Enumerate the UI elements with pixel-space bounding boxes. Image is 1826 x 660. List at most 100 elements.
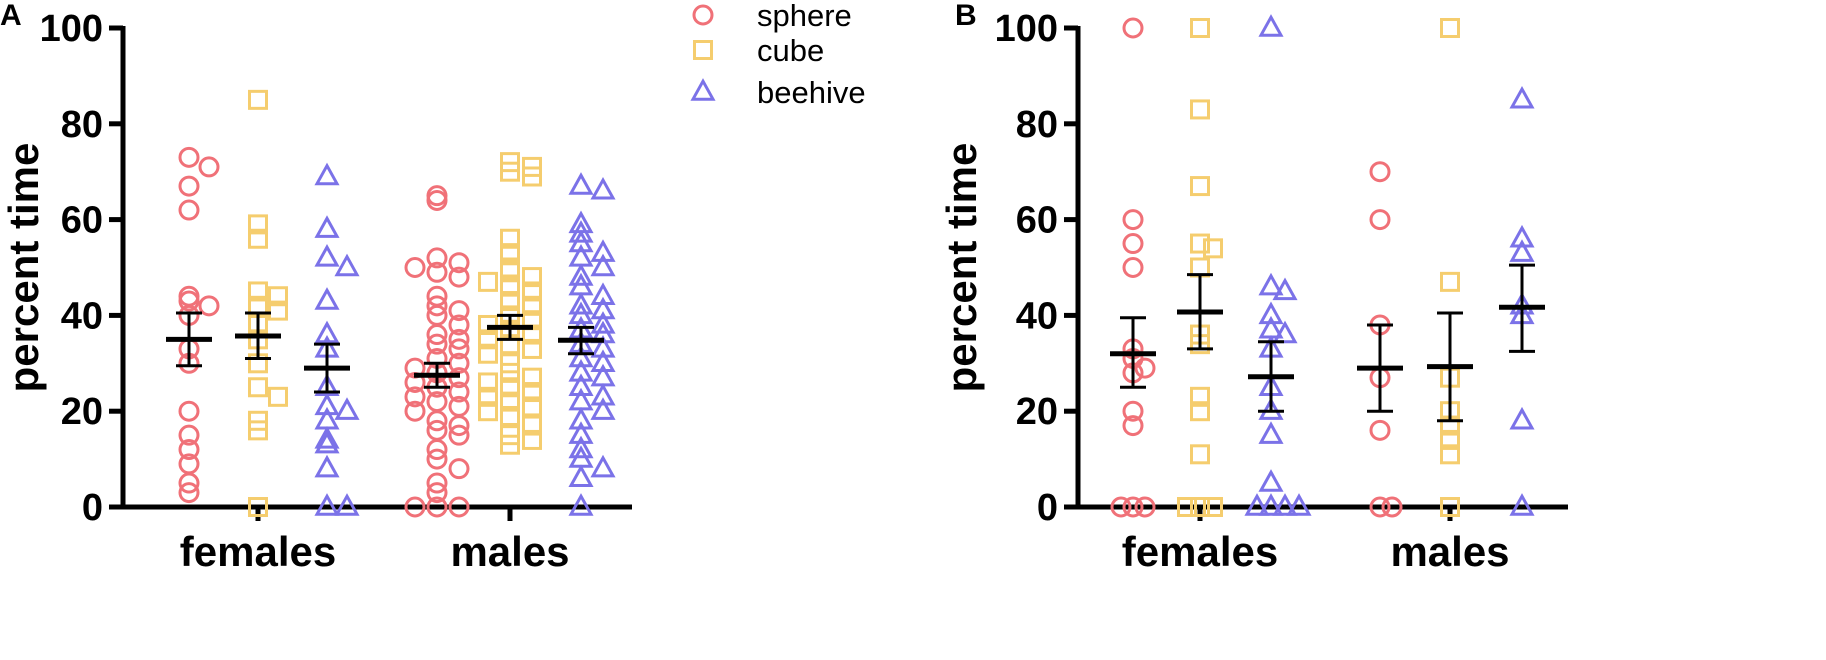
data-point-sphere-males <box>1369 419 1391 441</box>
data-point-sphere-females <box>178 400 200 422</box>
data-point-cube-females <box>1203 497 1223 517</box>
data-point-cube-males <box>500 362 520 383</box>
data-point-sphere-males <box>426 189 448 211</box>
data-point-sphere-females <box>1110 496 1132 518</box>
y-tick-label: 0 <box>82 487 103 529</box>
data-point-sphere-females <box>178 175 200 197</box>
data-point-beehive-males <box>1509 224 1535 248</box>
data-point-sphere-males <box>448 458 470 480</box>
data-point-sphere-males <box>448 381 470 403</box>
y-axis-title: percent time <box>0 143 47 393</box>
data-point-cube-males <box>478 401 498 422</box>
data-point-cube-males <box>522 382 542 403</box>
data-point-beehive-males <box>590 282 616 305</box>
x-category-label-females: females <box>1122 528 1278 575</box>
x-category-label-males: males <box>450 528 569 575</box>
data-point-sphere-females <box>1122 257 1144 278</box>
data-point-beehive-males <box>1509 493 1535 516</box>
data-point-cube-males <box>500 276 520 297</box>
data-point-cube-females <box>248 228 268 249</box>
data-point-sphere-males <box>448 496 470 518</box>
data-point-cube-males <box>522 367 542 388</box>
data-point-beehive-females <box>1258 469 1284 492</box>
data-point-sphere-males <box>426 247 448 269</box>
data-point-sphere-females <box>1122 233 1144 255</box>
data-point-beehive-males <box>568 435 594 459</box>
data-point-cube-females <box>248 89 268 110</box>
data-point-beehive-females <box>314 162 340 186</box>
data-point-sphere-males <box>448 252 470 274</box>
chart-panel-b: 0 20 40 60 80 100 percent time females males <box>938 8 1568 575</box>
y-axis-title: percent time <box>938 143 985 393</box>
data-point-beehive-males <box>568 301 594 325</box>
data-point-sphere-males <box>404 400 426 422</box>
legend-label-cube: cube <box>757 33 824 68</box>
data-point-sphere-females <box>178 424 200 446</box>
data-point-beehive-males <box>590 311 616 334</box>
data-point-cube-males <box>500 243 520 264</box>
legend-label-sphere: sphere <box>757 0 852 33</box>
data-point-beehive-males <box>590 253 616 277</box>
data-point-sphere-males <box>448 328 470 350</box>
data-point-cube-males <box>1440 271 1460 292</box>
data-point-sphere-females <box>1134 496 1156 518</box>
data-point-cube-females <box>1190 233 1210 254</box>
data-point-beehive-males <box>568 263 594 286</box>
data-point-cube-females <box>268 300 288 321</box>
data-point-cube-males <box>500 228 520 249</box>
panel-label-a: A <box>0 0 22 32</box>
data-point-sphere-males <box>1369 209 1391 231</box>
y-tick-label: 20 <box>1016 391 1058 433</box>
legend-marker-cube <box>693 40 713 60</box>
data-point-beehive-males <box>590 296 616 320</box>
data-point-sphere-females <box>178 439 200 461</box>
data-point-cube-males <box>522 396 542 417</box>
data-point-beehive-males <box>1509 239 1535 262</box>
data-point-cube-males <box>522 267 542 288</box>
data-point-cube-males <box>522 166 542 187</box>
data-point-beehive-females <box>1272 277 1298 301</box>
data-point-cube-males <box>500 291 520 312</box>
data-point-cube-females <box>1190 176 1210 197</box>
data-point-sphere-males <box>426 439 448 461</box>
data-point-beehive-males <box>568 229 594 253</box>
data-point-cube-males <box>522 281 542 302</box>
data-point-cube-females <box>268 286 288 307</box>
data-point-sphere-females <box>178 290 200 312</box>
data-point-cube-females <box>1190 444 1210 465</box>
data-point-cube-males <box>478 343 498 364</box>
data-point-sphere-males <box>448 314 470 336</box>
data-point-beehive-males <box>590 382 616 406</box>
data-point-sphere-males <box>426 472 448 494</box>
data-point-beehive-females <box>1244 493 1270 516</box>
data-point-cube-females <box>1190 99 1210 120</box>
data-point-sphere-females <box>1134 357 1156 379</box>
data-point-cube-males <box>500 377 520 398</box>
y-tick-label: 0 <box>1037 487 1058 529</box>
data-point-sphere-males <box>426 448 448 470</box>
data-point-beehive-males <box>568 373 594 396</box>
data-point-cube-males <box>522 415 542 436</box>
data-point-beehive-males <box>568 421 594 444</box>
data-point-beehive-females <box>1258 14 1284 37</box>
y-tick-label: 20 <box>61 391 103 433</box>
data-point-sphere-males <box>426 410 448 432</box>
data-point-sphere-females <box>198 156 220 178</box>
data-point-beehive-females <box>314 392 340 416</box>
data-point-sphere-males <box>404 496 426 518</box>
y-tick-label: 100 <box>995 8 1058 50</box>
data-point-beehive-males <box>590 454 616 478</box>
data-point-beehive-males <box>568 344 594 368</box>
legend-marker-sphere <box>692 4 714 26</box>
data-point-beehive-females <box>1258 493 1284 516</box>
data-point-sphere-males <box>426 482 448 504</box>
data-point-beehive-females <box>334 253 360 277</box>
data-point-cube-females <box>1203 238 1223 259</box>
y-tick-label: 80 <box>61 104 103 146</box>
data-point-beehive-females <box>314 454 340 478</box>
data-point-cube-males <box>1440 18 1460 38</box>
y-tick-label: 100 <box>40 8 103 50</box>
data-point-beehive-males <box>568 406 594 430</box>
